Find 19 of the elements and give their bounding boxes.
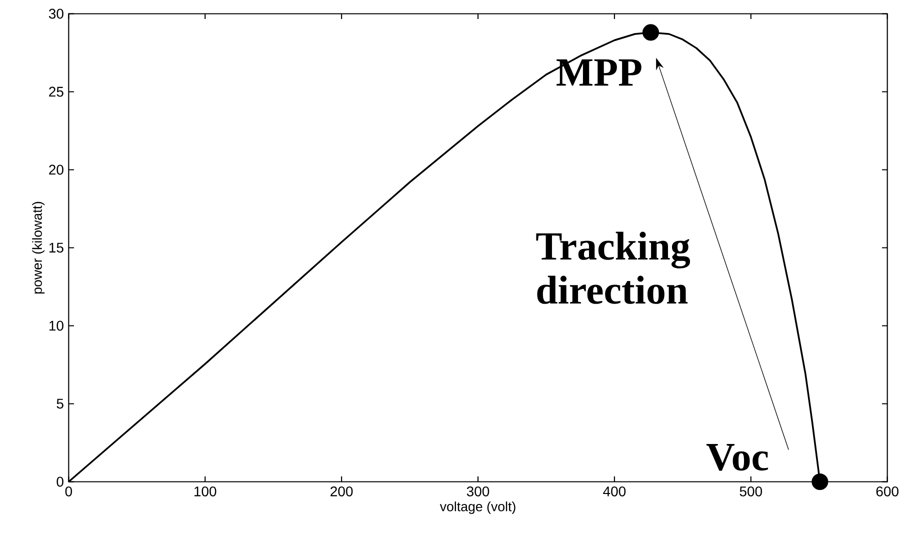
y-tick-label: 5 xyxy=(56,398,64,409)
x-tick-label: 100 xyxy=(194,486,216,496)
annotation: Tracking direction xyxy=(536,232,690,304)
annotation: Voc xyxy=(706,444,768,471)
y-axis-title: power (kilowatt) xyxy=(32,202,45,294)
x-tick-label: 400 xyxy=(603,486,626,496)
x-tick-label: 500 xyxy=(740,486,762,496)
y-tick-label: 0 xyxy=(56,476,64,487)
y-tick-label: 10 xyxy=(49,320,64,331)
x-tick-label: 300 xyxy=(466,486,490,496)
x-tick-label: 600 xyxy=(876,486,898,496)
x-axis-title: voltage (volt) xyxy=(440,501,516,514)
y-tick-label: 15 xyxy=(49,242,64,253)
x-tick-label: 200 xyxy=(330,486,353,496)
annotation: MPP xyxy=(556,59,642,86)
y-tick-label: 20 xyxy=(49,164,64,175)
x-tick-label: 0 xyxy=(65,486,72,496)
y-tick-label: 30 xyxy=(48,8,64,19)
y-tick-label: 25 xyxy=(49,86,64,97)
